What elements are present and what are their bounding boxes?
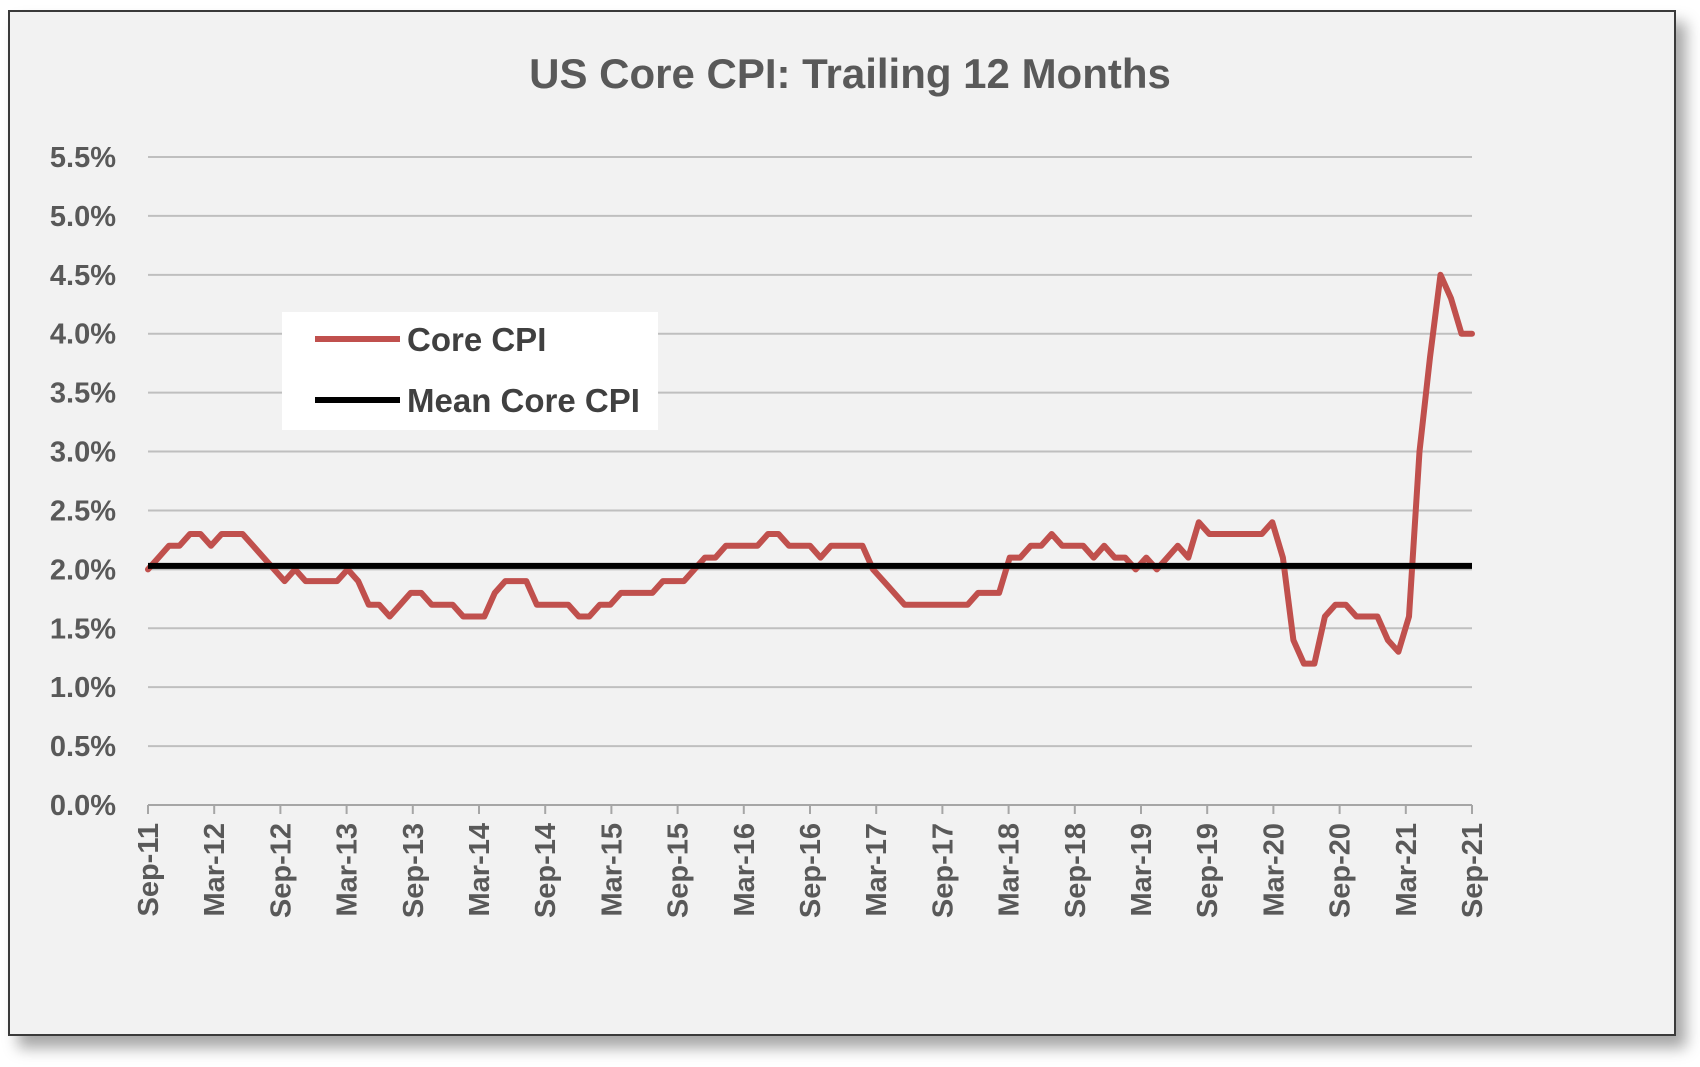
y-tick-label: 2.5% (50, 495, 116, 527)
y-tick-label: 5.0% (50, 201, 116, 233)
gridlines (148, 156, 1472, 806)
x-tick-label: Sep-13 (398, 823, 430, 918)
x-tick-label: Sep-15 (663, 823, 695, 918)
x-tick-label: Sep-16 (795, 823, 827, 918)
series-line-core-cpi (145, 271, 1475, 667)
y-tick-label: 1.0% (50, 672, 116, 704)
legend-box (282, 312, 658, 430)
y-tick-label: 1.5% (50, 613, 116, 645)
x-tick-label: Sep-14 (530, 823, 562, 918)
x-tick-label: Sep-21 (1457, 823, 1489, 918)
y-tick-label: 3.0% (50, 437, 116, 469)
x-tick-label: Mar-19 (1126, 823, 1158, 917)
x-tick-label: Sep-11 (133, 823, 165, 917)
x-tick-label: Mar-20 (1258, 823, 1290, 917)
x-tick-label: Mar-14 (464, 823, 496, 917)
x-tick-label: Sep-17 (927, 823, 959, 918)
legend-label-mean-core-cpi: Mean Core CPI (407, 382, 640, 419)
x-tick-label: Mar-17 (861, 823, 893, 917)
x-tick-label: Mar-15 (596, 823, 628, 917)
x-tick-label: Mar-13 (332, 823, 364, 917)
chart-frame: US Core CPI: Trailing 12 Months 0.0% 0.5%… (8, 10, 1676, 1036)
y-tick-label: 2.0% (50, 554, 116, 586)
line-chart: US Core CPI: Trailing 12 Months 0.0% 0.5%… (50, 50, 1489, 918)
y-tick-label: 3.5% (50, 378, 116, 410)
x-tick-label: Sep-18 (1060, 823, 1092, 918)
y-tick-label: 0.0% (50, 790, 116, 822)
x-tick-label: Sep-20 (1325, 823, 1357, 918)
chart-title: US Core CPI: Trailing 12 Months (529, 50, 1171, 97)
y-tick-label: 4.5% (50, 260, 116, 292)
x-tick-label: Sep-19 (1192, 823, 1224, 918)
y-axis-ticks: 0.0% 0.5% 1.0% 1.5% 2.0% 2.5% 3.0% 3.5% 4.0% 4.5%… (50, 142, 116, 822)
legend-label-core-cpi: Core CPI (407, 321, 546, 358)
x-tick-label: Mar-12 (199, 823, 231, 917)
y-tick-label: 4.0% (50, 319, 116, 351)
x-tick-label: Mar-21 (1391, 823, 1423, 917)
y-tick-label: 5.5% (50, 142, 116, 174)
x-axis-ticks: Sep-11 Mar-12 Sep-12 Mar-13 Sep-13 Mar-14 Sep-… (133, 805, 1489, 918)
series-lines (145, 271, 1475, 667)
x-tick-label: Mar-18 (994, 823, 1026, 917)
y-tick-label: 0.5% (50, 731, 116, 763)
x-tick-label: Mar-16 (729, 823, 761, 917)
x-tick-label: Sep-12 (265, 823, 297, 918)
legend: Core CPI Mean Core CPI (282, 312, 658, 430)
